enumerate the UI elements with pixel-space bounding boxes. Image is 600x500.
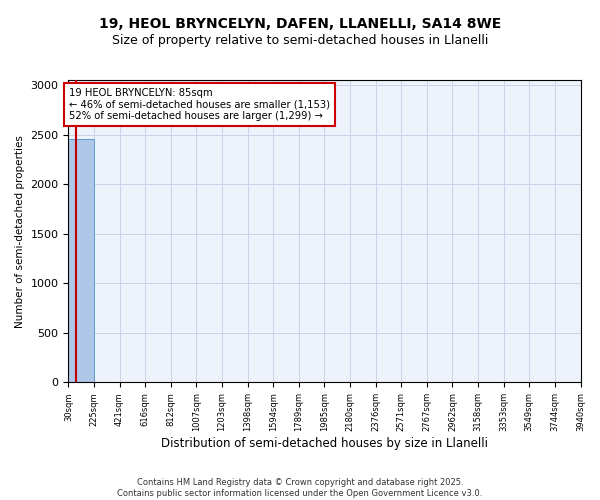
Title: 19, HEOL BRYNCELYN, DAFEN, LLANELLI, SA14 8WE
Size of property relative to semi-: 19, HEOL BRYNCELYN, DAFEN, LLANELLI, SA1… bbox=[0, 499, 1, 500]
X-axis label: Distribution of semi-detached houses by size in Llanelli: Distribution of semi-detached houses by … bbox=[161, 437, 488, 450]
Text: 19 HEOL BRYNCELYN: 85sqm
← 46% of semi-detached houses are smaller (1,153)
52% o: 19 HEOL BRYNCELYN: 85sqm ← 46% of semi-d… bbox=[69, 88, 330, 121]
Text: 19, HEOL BRYNCELYN, DAFEN, LLANELLI, SA14 8WE: 19, HEOL BRYNCELYN, DAFEN, LLANELLI, SA1… bbox=[99, 18, 501, 32]
Bar bbox=[68, 140, 94, 382]
Y-axis label: Number of semi-detached properties: Number of semi-detached properties bbox=[15, 135, 25, 328]
Text: Size of property relative to semi-detached houses in Llanelli: Size of property relative to semi-detach… bbox=[112, 34, 488, 47]
Text: Contains HM Land Registry data © Crown copyright and database right 2025.
Contai: Contains HM Land Registry data © Crown c… bbox=[118, 478, 482, 498]
